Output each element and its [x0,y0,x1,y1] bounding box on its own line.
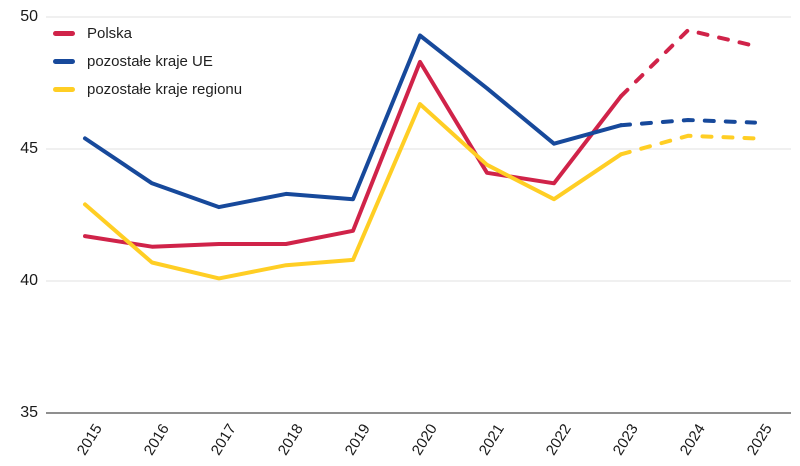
series-line-1 [83,33,623,210]
legend-swatch-polska-icon [53,30,75,36]
legend-swatch-pozostale-kraje-regionu-icon [53,86,75,92]
legend-item-polska: Polska [53,24,242,42]
legend-item-pozostale-kraje-regionu: pozostałe kraje regionu [53,80,242,98]
legend-label-pozostale-kraje-ue: pozostałe kraje UE [87,52,213,70]
y-axis-label: 50 [20,8,38,25]
y-axis-label: 45 [20,140,38,157]
legend-swatch-pozostale-kraje-ue-icon [53,58,75,64]
legend-label-pozostale-kraje-regionu: pozostałe kraje regionu [87,80,243,98]
series-line-0 [83,59,623,249]
y-axis-label: 40 [20,272,38,289]
legend-item-pozostale-kraje-ue: pozostałe kraje UE [53,52,242,70]
series-line-2 [83,102,623,281]
series-line-forecast-0 [619,28,757,99]
series-line-forecast-2 [619,133,757,157]
legend-label-polska: Polska [87,24,133,42]
series-line-forecast-1 [619,118,757,128]
y-axis-label: 35 [20,404,38,421]
legend: Polska pozostałe kraje UE pozostałe kraj… [53,24,242,108]
